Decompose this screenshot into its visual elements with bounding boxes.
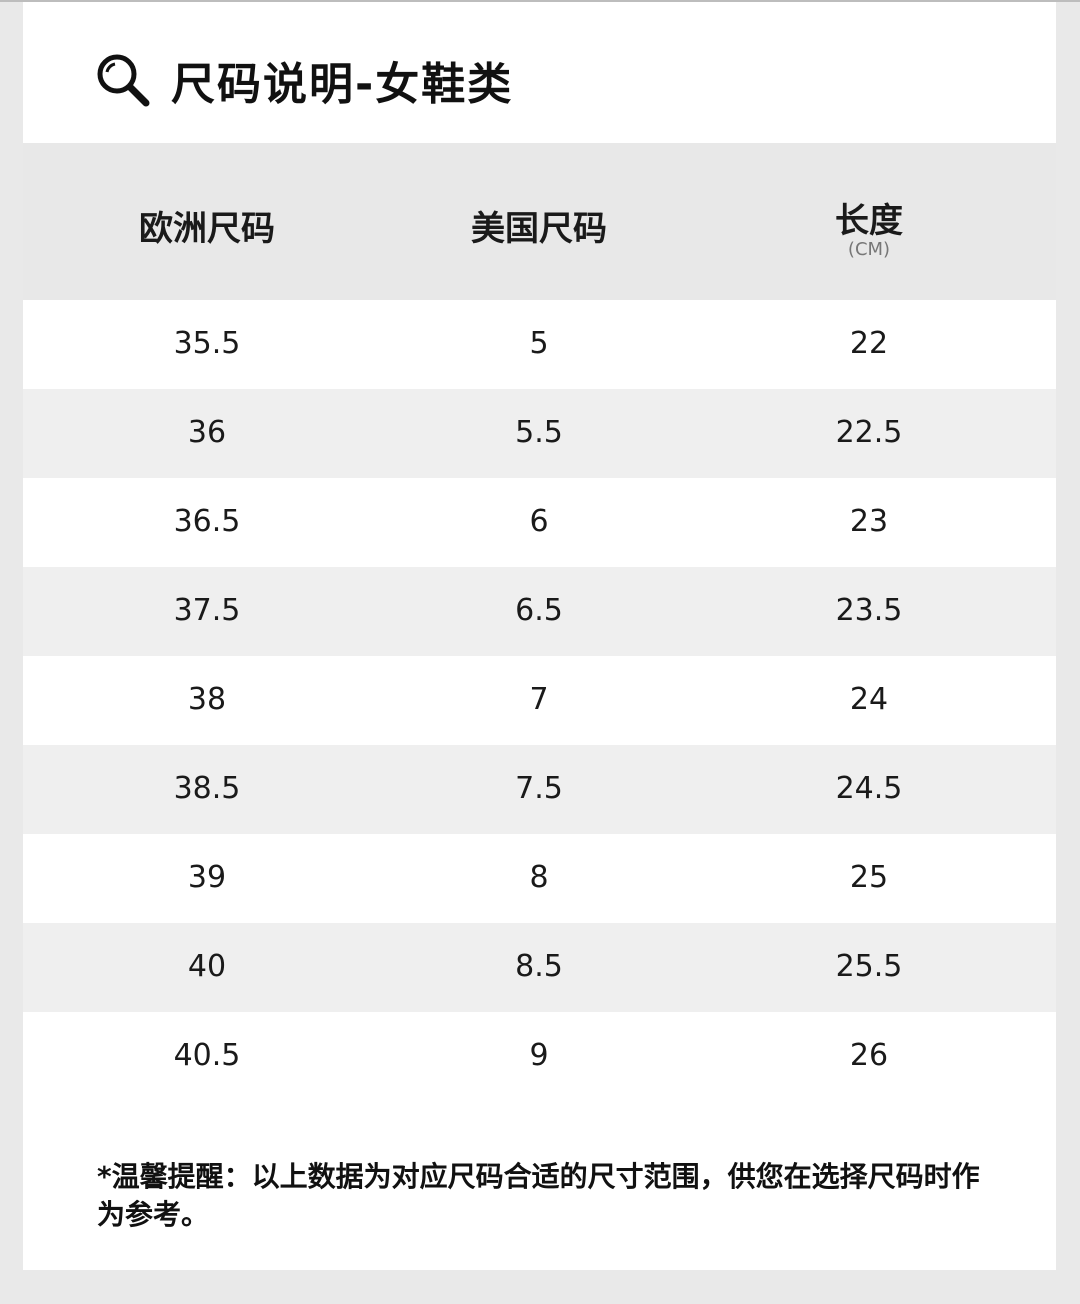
cell-length: 22 bbox=[849, 326, 889, 361]
table-row: 37.5 6.5 23.5 bbox=[23, 567, 1056, 656]
cell-length: 24 bbox=[849, 682, 889, 717]
cell-eu-size: 37.5 bbox=[173, 593, 241, 628]
cell-us-size: 8 bbox=[529, 860, 549, 895]
table-header: 欧洲尺码 美国尺码 长度 (CM) bbox=[23, 143, 1056, 300]
cell-length: 22.5 bbox=[835, 415, 903, 450]
cell-eu-size: 40.5 bbox=[173, 1038, 241, 1073]
size-chart-card: 尺码说明-女鞋类 欧洲尺码 美国尺码 长度 (CM) 35.5 5 22 36 5.5 2… bbox=[23, 2, 1056, 1270]
title-text: 尺码说明-女鞋类 bbox=[171, 59, 514, 110]
cell-us-size: 5.5 bbox=[515, 415, 563, 450]
table-row: 35.5 5 22 bbox=[23, 300, 1056, 389]
cell-us-size: 5 bbox=[529, 326, 549, 361]
cell-eu-size: 39 bbox=[187, 860, 227, 895]
cell-eu-size: 36 bbox=[187, 415, 227, 450]
top-border bbox=[0, 0, 1080, 2]
cell-us-size: 8.5 bbox=[515, 949, 563, 984]
table-row: 38.5 7.5 24.5 bbox=[23, 745, 1056, 834]
cell-us-size: 9 bbox=[529, 1038, 549, 1073]
reminder-note: *温馨提醒：以上数据为对应尺码合适的尺寸范围，供您在选择尺码时作为参考。 bbox=[97, 1160, 980, 1231]
cell-length: 24.5 bbox=[835, 771, 903, 806]
cell-length: 25 bbox=[849, 860, 889, 895]
cell-us-size: 6 bbox=[529, 504, 549, 539]
table-row: 40.5 9 26 bbox=[23, 1012, 1056, 1101]
table-row: 36 5.5 22.5 bbox=[23, 389, 1056, 478]
cell-eu-size: 38 bbox=[187, 682, 227, 717]
table-row: 39 8 25 bbox=[23, 834, 1056, 923]
header-us-size: 美国尺码 bbox=[471, 209, 607, 249]
header-length: 长度 bbox=[835, 201, 903, 241]
cell-eu-size: 40 bbox=[187, 949, 227, 984]
cell-eu-size: 38.5 bbox=[173, 771, 241, 806]
cell-eu-size: 36.5 bbox=[173, 504, 241, 539]
cell-length: 25.5 bbox=[835, 949, 903, 984]
table-row: 40 8.5 25.5 bbox=[23, 923, 1056, 1012]
table-row: 36.5 6 23 bbox=[23, 478, 1056, 567]
cell-length: 26 bbox=[849, 1038, 889, 1073]
cell-length: 23 bbox=[849, 504, 889, 539]
search-icon bbox=[97, 54, 150, 107]
cell-us-size: 7 bbox=[529, 682, 549, 717]
table-row: 38 7 24 bbox=[23, 656, 1056, 745]
header-eu-size: 欧洲尺码 bbox=[139, 209, 275, 249]
header-length-unit: (CM) bbox=[847, 239, 891, 260]
cell-eu-size: 35.5 bbox=[173, 326, 241, 361]
cell-us-size: 7.5 bbox=[515, 771, 563, 806]
page-title: 尺码说明-女鞋类 bbox=[93, 50, 513, 110]
cell-length: 23.5 bbox=[835, 593, 903, 628]
cell-us-size: 6.5 bbox=[515, 593, 563, 628]
